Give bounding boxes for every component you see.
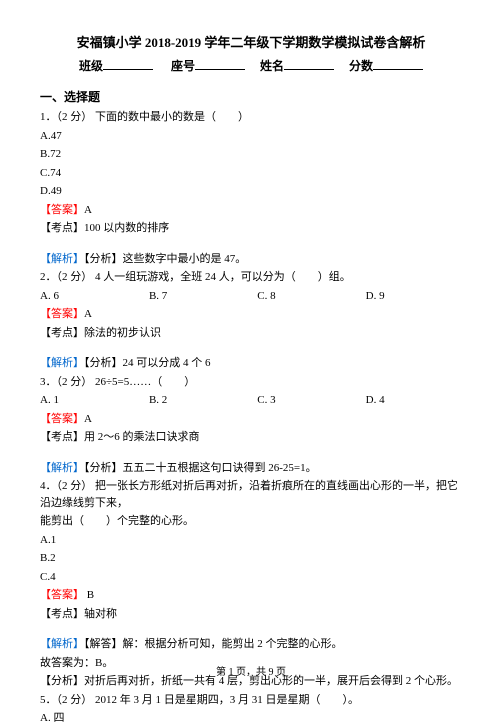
q3-answer-text: A (84, 413, 92, 425)
q2-analysis-text: 【分析】24 可以分成 4 个 6 (84, 357, 211, 369)
section-heading: 一、选择题 (40, 88, 462, 105)
q3-analysis-text: 【分析】五五二十五根据这句口诀得到 26-25=1。 (84, 462, 317, 474)
q4-stem2: 能剪出（ ）个完整的心形。 (40, 513, 462, 530)
spacer (40, 624, 462, 634)
q3-optA: A. 1 (40, 392, 59, 409)
jiexi-label: 【解析】 (40, 638, 84, 650)
answer-label: 【答案】 (40, 204, 84, 216)
q2-optC: C. 8 (257, 288, 275, 305)
q3-answer: 【答案】A (40, 411, 462, 428)
q3-optB: B. 2 (149, 392, 167, 409)
q1-analysis-text: 【分析】这些数字中最小的是 47。 (84, 253, 246, 265)
q1-optB: B.72 (40, 146, 462, 163)
q2-optA: A. 6 (40, 288, 59, 305)
q1-optD: D.49 (40, 183, 462, 200)
seat-blank (195, 58, 245, 70)
q3-options: A. 1 B. 2 C. 3 D. 4 (40, 392, 462, 409)
q4-jieda-text: 【解答】解：根据分析可知，能剪出 2 个完整的心形。 (84, 638, 343, 650)
q1-optC: C.74 (40, 165, 462, 182)
class-label: 班级 (79, 59, 103, 73)
name-label: 姓名 (260, 59, 284, 73)
spacer (40, 343, 462, 353)
q5-optA: A. 四 (40, 710, 462, 727)
q2-optD: D. 9 (366, 288, 385, 305)
q3-analysis: 【解析】【分析】五五二十五根据这句口诀得到 26-25=1。 (40, 460, 462, 477)
q2-answer: 【答案】A (40, 306, 462, 323)
q4-kaodian: 【考点】轴对称 (40, 606, 462, 623)
answer-label: 【答案】 (40, 589, 84, 601)
q4-optC: C.4 (40, 569, 462, 586)
score-blank (373, 58, 423, 70)
q3-kaodian: 【考点】用 2～6 的乘法口诀求商 (40, 429, 462, 446)
q3-optC: C. 3 (257, 392, 275, 409)
q4-jieda: 【解析】【解答】解：根据分析可知，能剪出 2 个完整的心形。 (40, 636, 462, 653)
class-blank (103, 58, 153, 70)
q1-answer: 【答案】A (40, 202, 462, 219)
q4-optB: B.2 (40, 550, 462, 567)
q2-stem: 2．（2 分） 4 人一组玩游戏，全班 24 人，可以分为（ ）组。 (40, 269, 462, 286)
q1-kaodian: 【考点】100 以内数的排序 (40, 220, 462, 237)
name-blank (284, 58, 334, 70)
q4-answer-text: B (84, 589, 94, 601)
q4-answer: 【答案】 B (40, 587, 462, 604)
q2-analysis: 【解析】【分析】24 可以分成 4 个 6 (40, 355, 462, 372)
q4-optA: A.1 (40, 532, 462, 549)
q2-kaodian: 【考点】除法的初步认识 (40, 325, 462, 342)
q2-optB: B. 7 (149, 288, 167, 305)
document-title: 安福镇小学 2018-2019 学年二年级下学期数学模拟试卷含解析 (40, 32, 462, 51)
q3-stem: 3．（2 分） 26÷5=5……（ ） (40, 374, 462, 391)
page-footer: 第 1 页，共 9 页 (0, 663, 502, 678)
header-row: 班级 座号 姓名 分数 (40, 57, 462, 74)
spacer (40, 239, 462, 249)
q1-answer-text: A (84, 204, 92, 216)
jiexi-label: 【解析】 (40, 357, 84, 369)
q4-stem1: 4．（2 分） 把一张长方形纸对折后再对折，沿着折痕所在的直线画出心形的一半，把… (40, 478, 462, 511)
q1-analysis: 【解析】【分析】这些数字中最小的是 47。 (40, 251, 462, 268)
q3-optD: D. 4 (366, 392, 385, 409)
answer-label: 【答案】 (40, 413, 84, 425)
score-label: 分数 (349, 59, 373, 73)
seat-label: 座号 (171, 59, 195, 73)
answer-label: 【答案】 (40, 308, 84, 320)
jiexi-label: 【解析】 (40, 253, 84, 265)
jiexi-label: 【解析】 (40, 462, 84, 474)
q2-answer-text: A (84, 308, 92, 320)
q1-optA: A.47 (40, 128, 462, 145)
q2-options: A. 6 B. 7 C. 8 D. 9 (40, 288, 462, 305)
spacer (40, 448, 462, 458)
q1-stem: 1．（2 分） 下面的数中最小的数是（ ） (40, 109, 462, 126)
